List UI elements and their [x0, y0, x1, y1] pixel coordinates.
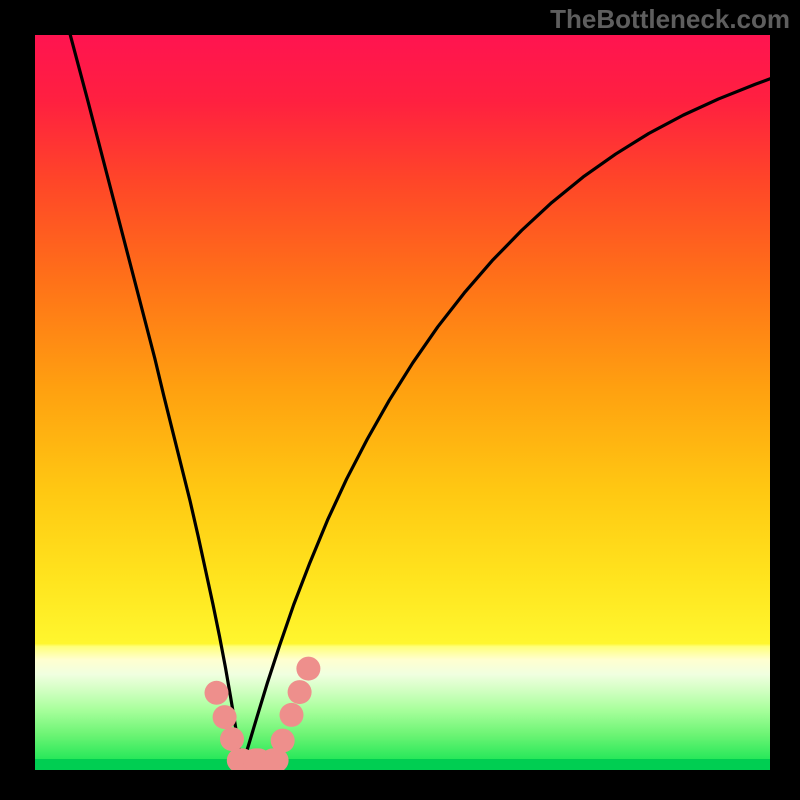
watermark-text: TheBottleneck.com	[550, 4, 790, 35]
bottleneck-curve-chart	[35, 35, 770, 770]
plot-area	[35, 35, 770, 770]
